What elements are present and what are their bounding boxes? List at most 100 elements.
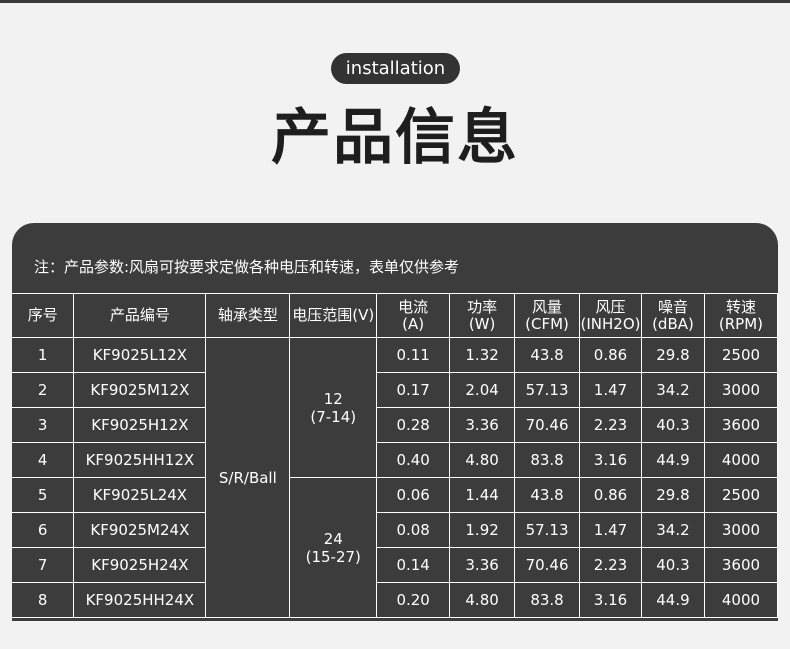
rpm-cell: 4000 (703, 582, 778, 618)
inh2o-cell-text: 2.23 (593, 556, 628, 574)
column-header: 电压范围(V) (289, 293, 378, 338)
cfm-cell-text: 70.46 (525, 556, 569, 574)
rpm-cell: 4000 (703, 442, 778, 478)
model-cell-text: KF9025L12X (92, 346, 188, 364)
cfm-cell-text: 83.8 (530, 591, 564, 609)
inh2o-cell-text: 3.16 (593, 591, 628, 609)
dba-cell: 44.9 (641, 582, 705, 618)
column-header: 序号 (12, 293, 75, 338)
w-cell-text: 2.04 (465, 381, 499, 399)
dba-cell-text: 40.3 (656, 416, 690, 434)
dba-cell: 40.3 (641, 547, 705, 583)
a-cell-text: 0.11 (396, 346, 430, 364)
row-number: 3 (12, 407, 75, 443)
row-number: 5 (12, 477, 75, 513)
a-cell: 0.06 (376, 477, 451, 513)
w-cell-text: 3.36 (465, 556, 499, 574)
model-cell-text: KF9025H24X (91, 556, 189, 574)
dba-cell-text: 29.8 (656, 346, 690, 364)
row-number-text: 8 (37, 591, 48, 609)
column-header-unit: (RPM) (718, 314, 764, 333)
row-number: 6 (12, 512, 75, 548)
model-cell-text: KF9025H12X (91, 416, 189, 434)
rpm-cell-text: 4000 (721, 451, 761, 469)
cfm-cell-text: 57.13 (525, 381, 569, 399)
w-cell-text: 4.80 (465, 591, 499, 609)
dba-cell-text: 44.9 (656, 591, 690, 609)
table-row: 6 KF9025M24X 0.08 1.92 57.13 1.47 34.2 3000 (12, 512, 778, 548)
inh2o-cell: 1.47 (579, 372, 642, 408)
rpm-cell-text: 2500 (721, 486, 761, 504)
spec-panel: 注：产品参数:风扇可按要求定做各种电压和转速，表单仅供参考 序号 产品编号 轴承类型… (12, 223, 778, 621)
row-number: 4 (12, 442, 75, 478)
w-cell: 4.80 (449, 442, 516, 478)
a-cell-text: 0.08 (396, 521, 430, 539)
model-cell-text: KF9025HH24X (85, 591, 195, 609)
inh2o-cell-text: 1.47 (593, 521, 628, 539)
w-cell-text: 4.80 (465, 451, 499, 469)
a-cell-text: 0.14 (396, 556, 430, 574)
inh2o-cell-text: 0.86 (593, 346, 628, 364)
rpm-cell: 2500 (703, 337, 778, 373)
a-cell-text: 0.20 (396, 591, 430, 609)
table-row: 3 KF9025H12X 0.28 3.36 70.46 2.23 40.3 3600 (12, 407, 778, 443)
rpm-cell-text: 3000 (721, 521, 761, 539)
w-cell-text: 1.92 (465, 521, 499, 539)
table-row: 4 KF9025HH12X 0.40 4.80 83.8 3.16 44.9 4000 (12, 442, 778, 478)
cfm-cell: 83.8 (514, 582, 581, 618)
a-cell: 0.11 (376, 337, 451, 373)
inh2o-cell-text: 1.47 (593, 381, 628, 399)
a-cell-text: 0.17 (396, 381, 430, 399)
model-cell: KF9025H12X (73, 407, 207, 443)
cfm-cell-text: 70.46 (525, 416, 569, 434)
column-header-label: 风量 (532, 297, 563, 316)
model-cell: KF9025M12X (73, 372, 207, 408)
dba-cell: 44.9 (641, 442, 705, 478)
row-number: 2 (12, 372, 75, 408)
a-cell-text: 0.40 (396, 451, 430, 469)
cfm-cell: 43.8 (514, 477, 581, 513)
model-cell: KF9025H24X (73, 547, 207, 583)
table-row: 8 KF9025HH24X 0.20 4.80 83.8 3.16 44.9 4000 (12, 582, 778, 618)
cfm-cell: 70.46 (514, 407, 581, 443)
cfm-cell: 43.8 (514, 337, 581, 373)
rpm-cell: 3000 (703, 372, 778, 408)
table-row: 7 KF9025H24X 0.14 3.36 70.46 2.23 40.3 3600 (12, 547, 778, 583)
a-cell: 0.14 (376, 547, 451, 583)
inh2o-cell-text: 3.16 (593, 451, 628, 469)
a-cell-text: 0.06 (396, 486, 430, 504)
column-header-label: 序号 (27, 306, 58, 324)
column-header-label: 电压范围(V) (292, 306, 375, 324)
column-header-unit: (dBA) (652, 314, 694, 333)
dba-cell-text: 40.3 (656, 556, 690, 574)
inh2o-cell: 0.86 (579, 337, 642, 373)
dba-cell: 29.8 (641, 477, 705, 513)
w-cell: 3.36 (449, 547, 516, 583)
column-header: 风压 (INH2O) (579, 293, 642, 338)
rpm-cell: 3600 (703, 407, 778, 443)
dba-cell: 34.2 (641, 372, 705, 408)
table-row: 2 KF9025M12X 0.17 2.04 57.13 1.47 34.2 3000 (12, 372, 778, 408)
column-header-label: 噪音 (657, 297, 688, 316)
model-cell-text: KF9025HH12X (85, 451, 195, 469)
a-cell: 0.17 (376, 372, 451, 408)
cfm-cell: 57.13 (514, 372, 581, 408)
a-cell: 0.20 (376, 582, 451, 618)
w-cell: 1.44 (449, 477, 516, 513)
row-number: 8 (12, 582, 75, 618)
dba-cell-text: 44.9 (656, 451, 690, 469)
inh2o-cell: 1.47 (579, 512, 642, 548)
a-cell: 0.08 (376, 512, 451, 548)
dba-cell-text: 34.2 (656, 381, 690, 399)
w-cell: 1.32 (449, 337, 516, 373)
cfm-cell-text: 43.8 (530, 486, 564, 504)
row-number-text: 4 (37, 451, 48, 469)
a-cell-text: 0.28 (396, 416, 430, 434)
column-header-unit: (CFM) (525, 314, 569, 333)
column-header-label: 电流 (398, 297, 429, 316)
column-header: 产品编号 (73, 293, 207, 338)
table-row: 1 KF9025L12X S/R/Ball 12 (7-14) 0.11 1.32 43.8 0… (12, 337, 778, 618)
note-text: 注：产品参数:风扇可按要求定做各种电压和转速，表单仅供参考 (34, 258, 460, 276)
inh2o-cell-text: 0.86 (593, 486, 628, 504)
inh2o-cell: 3.16 (579, 582, 642, 618)
